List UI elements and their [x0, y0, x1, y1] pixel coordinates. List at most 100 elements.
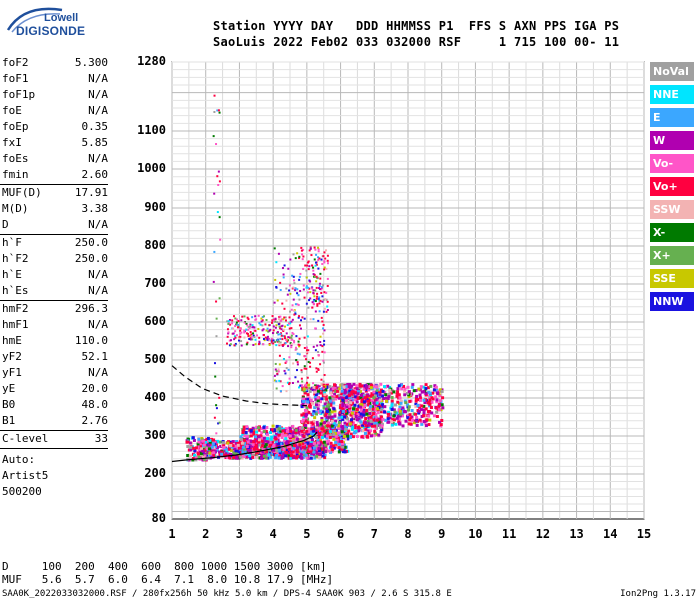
echo-pixel	[283, 431, 287, 435]
echo-pixel	[334, 423, 338, 427]
echo-pixel	[428, 418, 432, 422]
echo-pixel	[245, 437, 249, 441]
echo-pixel	[284, 372, 287, 375]
echo-pixel	[332, 401, 336, 405]
echo-pixel	[298, 255, 301, 258]
echo-pixel	[307, 411, 311, 415]
echo-pixel	[284, 434, 288, 438]
echo-pixel	[380, 424, 384, 428]
echo-pixel	[335, 438, 339, 442]
echo-pixel	[341, 442, 345, 446]
echo-pixel	[292, 436, 296, 440]
echo-pixel	[313, 426, 317, 430]
echo-pixel	[323, 374, 326, 377]
echo-pixel	[398, 409, 402, 413]
echo-pixel	[261, 319, 264, 322]
echo-pixel	[302, 431, 306, 435]
echo-pixel	[296, 288, 299, 291]
echo-pixel	[285, 429, 289, 433]
echo-pixel	[273, 379, 276, 382]
legend-item-e: E	[650, 108, 694, 127]
echo-pixel	[332, 446, 336, 450]
echo-pixel	[213, 444, 217, 448]
echo-pixel	[344, 427, 348, 431]
software-version: Ion2Png 1.3.17	[620, 589, 696, 599]
echo-pixel	[375, 389, 379, 393]
echo-pixel	[306, 448, 310, 452]
echo-pixel	[321, 350, 324, 353]
echo-pixel	[276, 339, 279, 342]
echo-pixel	[289, 342, 292, 345]
echo-pixel	[397, 422, 401, 426]
x-tick-label: 13	[569, 527, 584, 541]
separator	[0, 234, 108, 235]
echo-pixel	[343, 424, 347, 428]
echo-pixel	[408, 399, 412, 403]
echo-pixel	[316, 441, 320, 445]
echo-pixel	[404, 419, 408, 423]
echo-pixel	[268, 455, 272, 459]
echo-pixel	[186, 444, 190, 448]
echo-pixel	[316, 292, 319, 295]
echo-pixel	[322, 429, 326, 433]
echo-pixel	[317, 447, 321, 451]
echo-pixel	[252, 447, 256, 451]
echo-pixel	[278, 379, 281, 382]
echo-pixel	[368, 405, 372, 409]
echo-pixel	[356, 425, 360, 429]
echo-pixel	[417, 387, 421, 391]
echo-pixel	[248, 445, 252, 449]
echo-pixel	[293, 339, 296, 342]
echo-pixel	[249, 338, 252, 341]
echo-pixel	[376, 411, 380, 415]
echo-pixel	[308, 447, 312, 451]
echo-pixel	[308, 389, 312, 393]
echo-pixel	[416, 403, 420, 407]
echo-pixel	[224, 452, 228, 456]
echo-pixel	[427, 423, 431, 427]
echo-pixel	[297, 340, 300, 343]
echo-pixel	[297, 343, 300, 346]
echo-pixel	[309, 442, 313, 446]
echo-pixel	[255, 425, 259, 429]
echo-pixel	[268, 329, 271, 332]
echo-pixel	[217, 109, 220, 112]
echo-pixel	[270, 428, 274, 432]
echo-pixel	[325, 440, 329, 444]
echo-pixel	[319, 363, 322, 366]
echo-pixel	[338, 433, 342, 437]
echo-pixel	[320, 419, 324, 423]
echo-pixel	[291, 440, 295, 444]
echo-pixel	[392, 390, 396, 394]
echo-pixel	[420, 414, 424, 418]
echo-pixel	[299, 426, 303, 430]
echo-pixel	[419, 385, 423, 389]
echo-pixel	[330, 394, 334, 398]
echo-pixel	[281, 429, 285, 433]
echo-pixel	[277, 456, 281, 460]
echo-pixel	[274, 362, 277, 365]
echo-pixel	[409, 422, 413, 426]
echo-pixel	[361, 392, 365, 396]
echo-pixel	[371, 420, 375, 424]
x-tick-label: 10	[468, 527, 483, 541]
echo-pixel	[307, 306, 310, 309]
echo-pixel	[266, 335, 269, 338]
echo-pixel	[372, 396, 376, 400]
echo-pixel	[342, 443, 346, 447]
echo-pixel	[423, 414, 427, 418]
echo-pixel	[339, 443, 343, 447]
echo-pixel	[302, 412, 306, 416]
echo-pixel	[342, 434, 346, 438]
echo-pixel	[290, 444, 294, 448]
echo-pixel	[293, 444, 297, 448]
echo-pixel	[241, 315, 244, 318]
echo-pixel	[399, 412, 403, 416]
param-value: 110.0	[74, 334, 108, 347]
echo-pixel	[257, 428, 261, 432]
echo-pixel	[350, 392, 354, 396]
echo-pixel	[299, 272, 302, 275]
echo-pixel	[277, 252, 280, 255]
echo-pixel	[234, 330, 237, 333]
echo-pixel	[308, 387, 311, 390]
